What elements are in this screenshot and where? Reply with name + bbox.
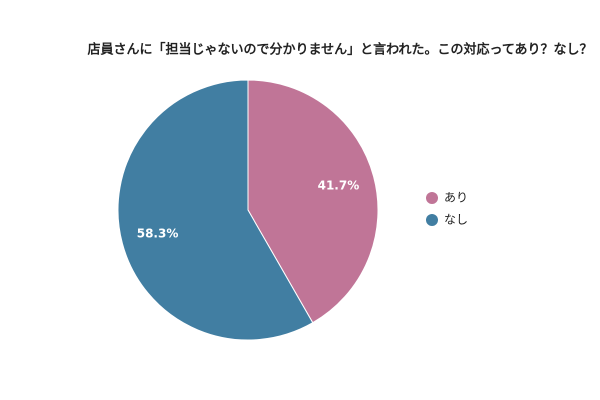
data-label: 41.7%: [318, 178, 360, 192]
pie-slice: [247, 79, 379, 324]
data-label: 58.3%: [137, 227, 179, 241]
legend-marker: [426, 214, 438, 226]
legend-label: なし: [444, 213, 468, 227]
pie-slice: [117, 79, 314, 341]
legend-label: あり: [444, 191, 468, 205]
chart-title: 店員さんに「担当じゃないので分かりません」と言われた。この対応ってあり？なし？: [88, 42, 593, 58]
legend-marker: [426, 192, 438, 204]
